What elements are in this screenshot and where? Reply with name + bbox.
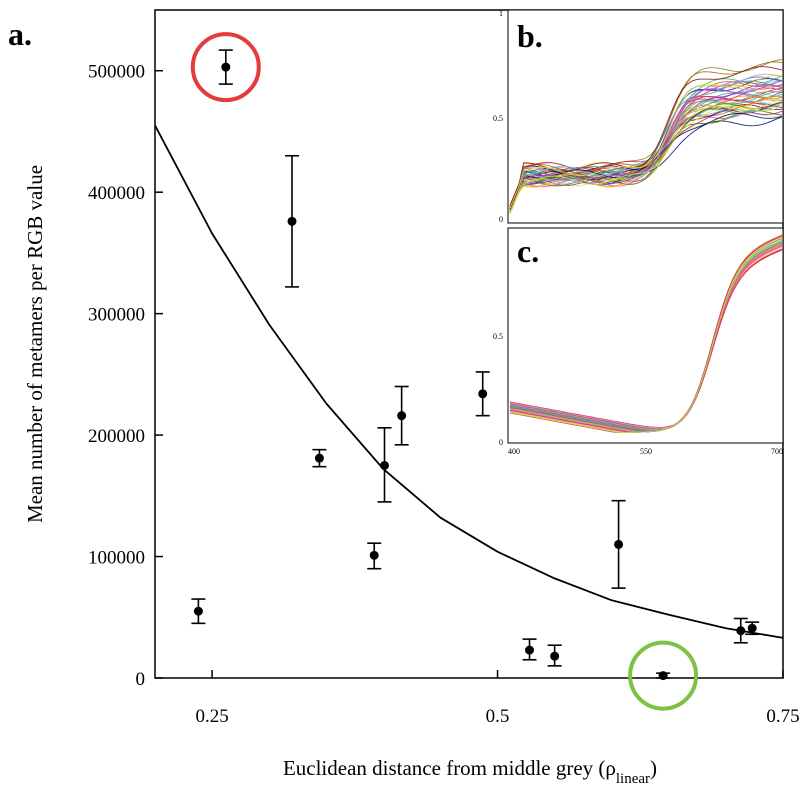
x-axis-title-end: ) <box>650 756 657 780</box>
fit-curve <box>154 124 784 639</box>
inset-b-spectrum <box>509 101 783 212</box>
inset-c-frame <box>507 227 784 444</box>
inset-c-xtick-400: 400 <box>508 447 520 456</box>
inset-b-spectra <box>509 59 783 215</box>
y-tick-label: 0 <box>136 669 146 690</box>
y-tick-label: 100000 <box>88 548 145 569</box>
highlight-circle <box>628 640 699 711</box>
x-axis-title-main: Euclidean distance from middle grey (ρ <box>283 756 616 780</box>
y-tick-label: 500000 <box>88 62 145 83</box>
inset-b-ytick-05: 0.5 <box>493 114 503 123</box>
panel-label-b: b. <box>517 18 543 54</box>
inset-panel-c: c. 0.5 0 400 550 700 <box>493 227 784 456</box>
data-point <box>397 411 407 421</box>
y-tick-label: 400000 <box>88 183 145 204</box>
data-point <box>658 671 668 681</box>
data-point <box>525 645 535 655</box>
inset-b-spectrum <box>509 102 783 208</box>
x-axis-title-sub: linear <box>616 771 650 786</box>
data-point <box>478 389 488 399</box>
x-tick-label: 0.25 <box>195 706 228 727</box>
inset-b-spectrum <box>509 80 783 208</box>
data-point <box>287 216 297 226</box>
inset-b-spectrum <box>509 80 783 214</box>
inset-c-xtick-550: 550 <box>640 447 652 456</box>
y-tick-label: 200000 <box>88 426 145 447</box>
y-tick-label: 300000 <box>88 305 145 326</box>
inset-b-spectrum <box>509 98 783 213</box>
panel-label-a: a. <box>8 16 32 52</box>
highlight-circle <box>190 32 261 103</box>
data-point <box>614 539 624 549</box>
inset-c-ytick-0: 0 <box>499 438 503 447</box>
fit-curve-layer <box>154 124 784 639</box>
x-axis-ticks: 0.25 0.5 0.75 <box>195 670 800 727</box>
data-point <box>369 550 379 560</box>
data-point <box>550 651 560 661</box>
data-point <box>193 606 203 616</box>
x-tick-label: 0.5 <box>486 706 510 727</box>
highlight-circles <box>190 32 699 711</box>
panel-label-c: c. <box>517 233 539 269</box>
inset-c-spectrum <box>509 240 783 433</box>
inset-b-spectrum <box>509 110 783 214</box>
inset-b-ytick-0: 0 <box>499 215 503 224</box>
data-points-layer <box>191 49 760 681</box>
inset-b-ytick-1: 1 <box>499 9 503 18</box>
data-point <box>736 626 746 636</box>
inset-c-xtick-700: 700 <box>771 447 783 456</box>
inset-c-spectra <box>509 234 783 433</box>
data-point <box>221 62 231 72</box>
x-tick-label: 0.75 <box>766 706 799 727</box>
inset-b-spectrum <box>509 74 783 209</box>
data-point <box>747 623 757 633</box>
inset-b-frame <box>507 9 784 224</box>
inset-panel-b: b. 1 0.5 0 <box>493 9 784 224</box>
inset-b-spectrum <box>509 73 783 213</box>
y-axis-title: Mean number of metamers per RGB value <box>23 165 47 523</box>
data-point <box>380 460 390 470</box>
inset-c-ytick-05: 0.5 <box>493 332 503 341</box>
y-axis-ticks: 0 100000 200000 300000 400000 500000 <box>88 62 163 690</box>
x-axis-title: Euclidean distance from middle grey (ρli… <box>283 756 657 786</box>
data-point <box>314 453 324 463</box>
